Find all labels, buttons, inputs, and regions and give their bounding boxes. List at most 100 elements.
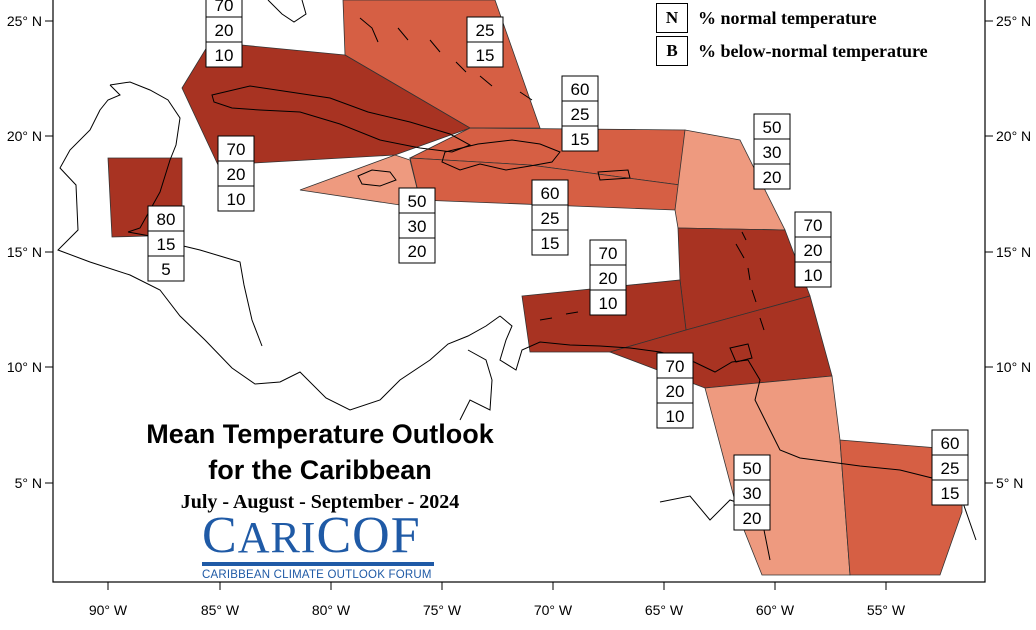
prob-box-hispaniola-south: 60 25 15 xyxy=(531,179,569,256)
prob-value-above: 80 xyxy=(157,210,176,229)
prob-value-above: 70 xyxy=(215,0,234,15)
prob-box-leeward-islands: 50 30 20 xyxy=(753,113,791,190)
prob-value-normal: 25 xyxy=(571,105,590,124)
y-tick-label-left: 20° N xyxy=(7,128,42,144)
coast-yucatan xyxy=(109,81,181,233)
x-tick-label: 75° W xyxy=(423,602,462,618)
coast-florida xyxy=(267,0,307,23)
prob-cell-above xyxy=(217,135,255,162)
prob-cell-below xyxy=(794,261,832,288)
prob-box-belize: 80 15 5 xyxy=(147,205,185,282)
prob-value-normal: 25 xyxy=(541,209,560,228)
prob-value-normal: 20 xyxy=(599,269,618,288)
x-tick-label: 85° W xyxy=(201,602,240,618)
coast-jamaica xyxy=(357,169,397,187)
prob-cell-above xyxy=(589,239,627,266)
prob-value-normal: 30 xyxy=(743,484,762,503)
prob-box-abc-islands: 70 20 10 xyxy=(589,239,627,316)
prob-value-above: 60 xyxy=(571,80,590,99)
prob-cell-below xyxy=(205,41,243,68)
prob-value-below: 10 xyxy=(227,190,246,209)
prob-cell-above xyxy=(753,113,791,140)
x-tick-label: 80° W xyxy=(312,602,351,618)
prob-cell-above xyxy=(931,429,969,456)
map-title-line2: for the Caribbean xyxy=(208,455,432,485)
y-tick-label-right: 15° N xyxy=(996,244,1031,260)
prob-value-above: 50 xyxy=(408,192,427,211)
prob-value-normal: 20 xyxy=(215,21,234,40)
prob-cell-normal xyxy=(656,377,694,404)
prob-box-trinidad: 70 20 10 xyxy=(656,352,694,429)
x-tick-label: 60° W xyxy=(756,602,795,618)
prob-cell-normal xyxy=(753,138,791,165)
prob-value-above: 50 xyxy=(763,118,782,137)
legend-below: B % below-normal temperature xyxy=(656,36,928,66)
prob-cell-above xyxy=(561,75,599,102)
outlook-regions xyxy=(107,0,964,576)
prob-box-guyana: 50 30 20 xyxy=(733,454,771,531)
prob-cell-below xyxy=(398,237,436,264)
coast-hispaniola xyxy=(441,139,561,171)
prob-value-normal: 20 xyxy=(227,165,246,184)
x-tick-label: 90° W xyxy=(89,602,128,618)
y-axis-right: 25° N 20° N 15° N 10° N 5° N xyxy=(985,13,1031,491)
coast-panama xyxy=(459,349,493,421)
coast-lesser-antilles xyxy=(735,231,765,331)
probability-boxes: 7020107020102515801555030206025156025155… xyxy=(147,0,969,531)
prob-box-windward-islands: 70 20 10 xyxy=(794,211,832,288)
prob-cell-normal xyxy=(794,236,832,263)
prob-cell-below xyxy=(531,229,569,256)
prob-box-jamaica: 50 30 20 xyxy=(398,187,436,264)
prob-value-below: 5 xyxy=(161,260,170,279)
prob-value-above: 70 xyxy=(666,357,685,376)
prob-box-cuba-east: 70 20 10 xyxy=(217,135,255,212)
prob-value-normal: 25 xyxy=(941,459,960,478)
prob-value-normal: 30 xyxy=(408,217,427,236)
legend-below-key: B xyxy=(656,36,688,66)
prob-value-below: 20 xyxy=(408,242,427,261)
prob-cell-normal xyxy=(466,16,504,43)
prob-cell-below xyxy=(561,125,599,152)
x-tick-label: 55° W xyxy=(867,602,906,618)
prob-value-below: 10 xyxy=(215,46,234,65)
prob-cell-normal xyxy=(561,100,599,127)
prob-value-normal: 20 xyxy=(666,382,685,401)
prob-cell-above xyxy=(733,454,771,481)
coast-bahamas xyxy=(359,17,533,101)
y-tick-label-right: 5° N xyxy=(996,475,1023,491)
map-title-line1: Mean Temperature Outlook xyxy=(146,419,494,449)
legend-normal-key: N xyxy=(656,3,688,33)
x-axis: 90° W 85° W 80° W 75° W 70° W 65° W 60° W 55° W xyxy=(89,582,906,618)
y-tick-label-left: 15° N xyxy=(7,244,42,260)
y-tick-label-left: 5° N xyxy=(15,475,42,491)
prob-value-above: 60 xyxy=(541,184,560,203)
y-axis-left: 25° N 20° N 15° N 10° N 5° N xyxy=(7,13,53,491)
prob-cell-below xyxy=(147,255,185,282)
prob-value-below: 10 xyxy=(666,407,685,426)
prob-box-cuba-west: 70 20 10 xyxy=(205,0,243,68)
prob-value-below: 15 xyxy=(941,484,960,503)
prob-value-below: 15 xyxy=(541,234,560,253)
prob-value-below: 20 xyxy=(763,168,782,187)
prob-cell-below xyxy=(733,504,771,531)
prob-box-hispaniola-north: 60 25 15 xyxy=(561,75,599,152)
prob-cell-below xyxy=(656,402,694,429)
coast-trinidad xyxy=(729,343,753,363)
caricof-logo: CARICOF CARIBBEAN CLIMATE OUTLOOK FORUM xyxy=(202,510,434,581)
prob-value-above: 60 xyxy=(941,434,960,453)
prob-cell-above xyxy=(531,179,569,206)
legend-normal: N % normal temperature xyxy=(656,3,877,33)
coast-central-america xyxy=(57,84,501,411)
prob-cell-below xyxy=(931,479,969,506)
prob-cell-normal xyxy=(589,264,627,291)
coast-cuba xyxy=(211,85,472,153)
y-tick-label-right: 25° N xyxy=(996,13,1031,29)
prob-value-above: 50 xyxy=(743,459,762,478)
prob-cell-normal xyxy=(217,160,255,187)
prob-cell-normal xyxy=(398,212,436,239)
prob-value-below: 20 xyxy=(743,509,762,528)
prob-value-normal: 15 xyxy=(157,235,176,254)
prob-value-below: 15 xyxy=(476,46,495,65)
coast-colombia-venezuela xyxy=(499,315,749,373)
